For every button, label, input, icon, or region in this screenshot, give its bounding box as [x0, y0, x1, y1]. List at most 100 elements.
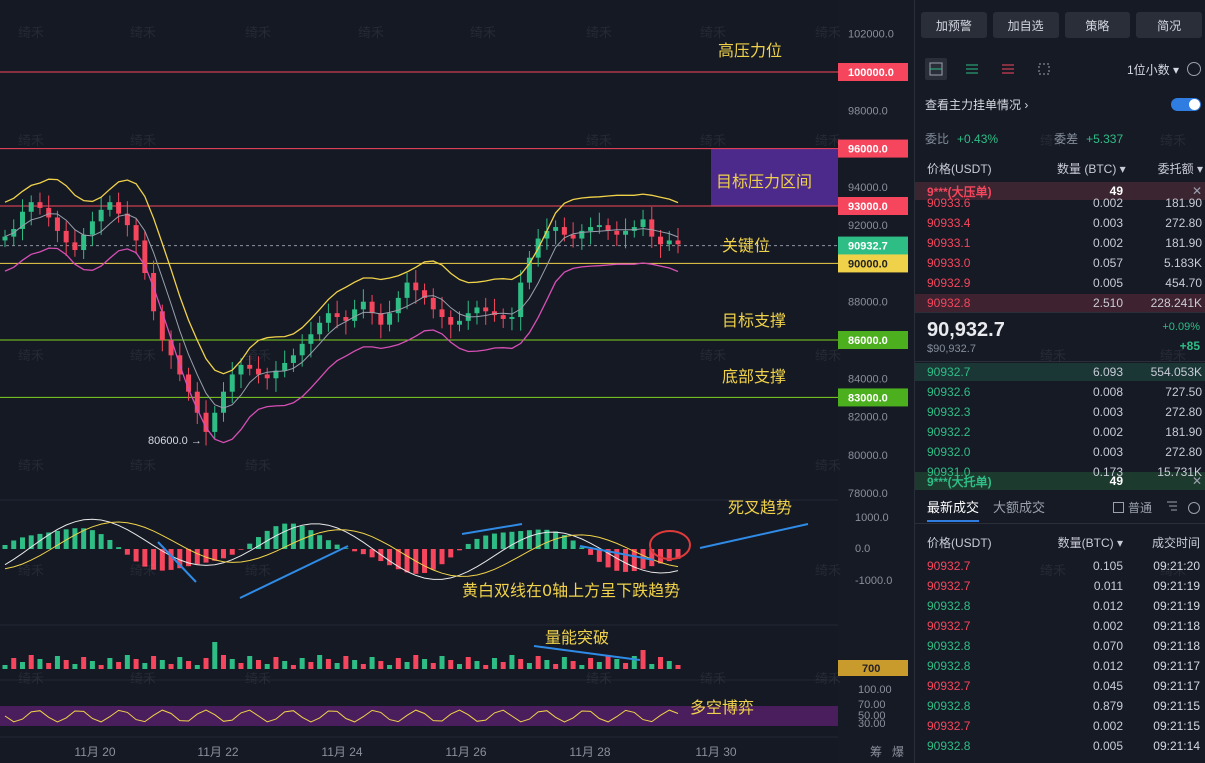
candle-body — [614, 230, 620, 235]
bid-row[interactable]: 90932.3 0.003 272.80 — [915, 402, 1205, 422]
ratio-row: 委比 +0.43% 委差 +5.337 — [925, 130, 1201, 147]
candle-body — [212, 412, 218, 432]
trade-qty-header[interactable]: 数量(BTC) ▾ — [1057, 536, 1123, 550]
volume-bar — [264, 664, 270, 669]
candle-body — [509, 317, 515, 319]
asks-only-icon[interactable] — [997, 58, 1019, 80]
main-order-row[interactable]: 查看主力挂单情况 › — [925, 96, 1201, 113]
trade-row[interactable]: 90932.7 0.011 09:21:19 — [915, 576, 1205, 596]
bid-row[interactable]: 90932.2 0.002 181.90 — [915, 422, 1205, 442]
decimal-select[interactable]: 1位小数 ▾ — [1126, 62, 1179, 77]
qty-cell: 0.011 — [1093, 579, 1123, 593]
qty-cell: 0.070 — [1092, 639, 1123, 653]
strategy-button[interactable]: 策略 — [1064, 12, 1131, 38]
depth-view-icon[interactable] — [1033, 58, 1055, 80]
bid-row[interactable]: 90932.0 0.003 272.80 — [915, 442, 1205, 462]
candle-body — [343, 317, 349, 321]
price-label-box — [838, 139, 908, 158]
tab-latest-trades[interactable]: 最新成交 — [927, 497, 980, 522]
x-axis-label: 11月 26 — [445, 745, 486, 759]
candle-body — [89, 221, 95, 235]
ob-total-header[interactable]: 委托额 ▾ — [1157, 162, 1203, 176]
orderbook-toolbar: 1位小数 ▾ — [925, 58, 1201, 80]
ask-row[interactable]: 90933.0 0.057 5.183K — [915, 253, 1205, 273]
volume-bar — [238, 663, 244, 669]
total-cell: 228.241K — [1150, 296, 1202, 310]
candle-body — [290, 355, 296, 363]
price-tick-label: 98000.0 — [848, 105, 888, 117]
price-label-box — [838, 254, 908, 273]
trade-row[interactable]: 90932.8 0.012 09:21:19 — [915, 596, 1205, 616]
trade-row[interactable]: 90932.7 0.002 09:21:15 — [915, 716, 1205, 736]
candle-body — [430, 297, 436, 310]
price-label-text: 93000.0 — [848, 201, 888, 213]
add-alert-button[interactable]: 加预警 — [921, 12, 987, 38]
volume-bar — [229, 659, 235, 669]
total-cell: 454.70 — [1165, 276, 1202, 290]
close-icon[interactable]: ✕ — [1191, 474, 1202, 488]
ask-row[interactable]: 90933.6 0.002 181.90 — [915, 193, 1205, 213]
ob-qty-header[interactable]: 数量 (BTC) ▾ — [1057, 162, 1126, 176]
bid-row[interactable]: 90931.0 0.173 15.731K — [915, 462, 1205, 482]
add-favorite-button[interactable]: 加自选 — [992, 12, 1059, 38]
trade-row[interactable]: 90932.8 0.012 09:21:17 — [915, 656, 1205, 676]
big-bid-bar[interactable]: 9***(大托单) 49 ✕ — [915, 472, 1205, 490]
bids-only-icon[interactable] — [961, 58, 983, 80]
bottom-support-label: 底部支撑 — [722, 367, 786, 386]
trade-row[interactable]: 90932.8 0.005 09:21:14 — [915, 736, 1205, 756]
qty-cell: 0.003 — [1092, 405, 1123, 419]
qty-cell: 0.002 — [1092, 719, 1123, 733]
macd-histogram-bar — [264, 530, 270, 549]
volume-bar — [11, 658, 17, 669]
macd-histogram-bar — [273, 526, 279, 549]
bid-row[interactable]: 90932.6 0.008 727.50 — [915, 382, 1205, 402]
trade-row[interactable]: 90932.8 0.070 09:21:18 — [915, 636, 1205, 656]
trade-row[interactable]: 90932.7 0.105 09:21:20 — [915, 556, 1205, 576]
ask-row[interactable]: 90933.1 0.002 181.90 — [915, 233, 1205, 253]
price-cell: 90932.7 — [927, 679, 971, 693]
both-sides-icon[interactable] — [925, 58, 947, 80]
last-price: 90,932.7 — [927, 319, 1005, 341]
macd-histogram-bar — [177, 549, 183, 569]
ask-row[interactable]: 90933.4 0.003 272.80 — [915, 213, 1205, 233]
trade-row[interactable]: 90932.7 0.045 09:21:17 — [915, 676, 1205, 696]
candlestick-chart[interactable]: 102000.0 98000.0 94000.0 92000.0 88000.0 8400… — [0, 0, 910, 763]
big-ask-bar[interactable]: 9***(大压单) 49 ✕ — [915, 182, 1205, 200]
candle-body — [273, 370, 279, 379]
volume-bar — [116, 662, 122, 669]
resistance-label: 高压力位 — [718, 41, 782, 60]
macd-histogram-bar — [308, 530, 314, 549]
candle-body — [151, 273, 157, 312]
close-icon[interactable]: ✕ — [1191, 184, 1202, 198]
candle-body — [46, 207, 52, 218]
candle-body — [229, 374, 235, 392]
trade-row[interactable]: 90932.7 0.002 09:21:18 — [915, 616, 1205, 636]
main-order-toggle[interactable] — [1171, 98, 1201, 111]
ask-row[interactable]: 90932.9 0.005 454.70 — [915, 273, 1205, 293]
ask-row[interactable]: 90932.8 2.510 228.241K — [915, 293, 1205, 313]
settings-icon[interactable] — [1187, 62, 1201, 76]
overview-button[interactable]: 简况 — [1136, 12, 1202, 38]
annotation-arrow — [533, 645, 641, 661]
chart-area[interactable]: 102000.0 98000.0 94000.0 92000.0 88000.0 8400… — [0, 0, 910, 763]
candle-body — [63, 230, 69, 243]
volume-bar — [535, 656, 541, 669]
main-order-link[interactable]: 查看主力挂单情况 › — [925, 98, 1029, 112]
macd-histogram-bar — [194, 549, 200, 565]
volume-bar — [159, 660, 165, 669]
bid-row[interactable]: 90932.7 6.093 554.053K — [915, 362, 1205, 382]
tab-large-trades[interactable]: 大额成交 — [993, 500, 1046, 515]
trade-row[interactable]: 90932.8 0.879 09:21:15 — [915, 696, 1205, 716]
volume-bar — [299, 658, 305, 669]
filter-icon[interactable] — [1166, 500, 1178, 519]
price-cell: 90932.8 — [927, 699, 971, 713]
candle-body — [19, 211, 25, 229]
candle-body — [649, 219, 655, 237]
macd-tick-label: 0.0 — [855, 543, 870, 555]
price-label-text: 90932.7 — [848, 241, 888, 253]
checkbox-icon[interactable] — [1112, 502, 1124, 513]
settings-icon[interactable] — [1188, 501, 1200, 514]
macd-histogram-bar — [456, 549, 462, 551]
normal-filter[interactable]: 普通 — [1112, 499, 1152, 520]
candle-body — [518, 282, 524, 318]
